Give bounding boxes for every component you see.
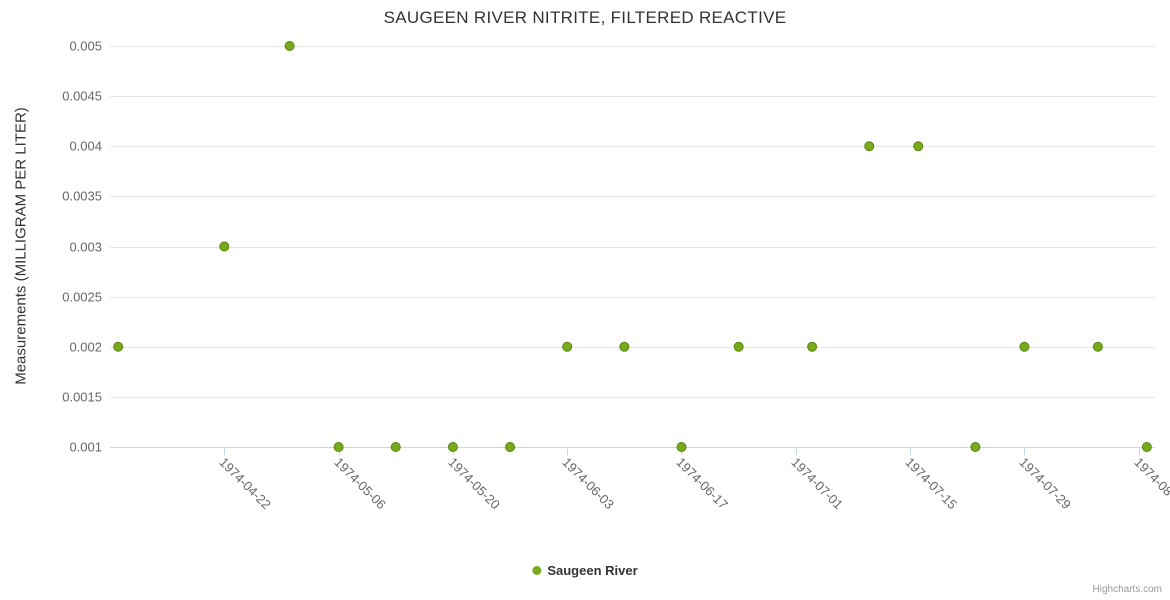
data-point[interactable] bbox=[1141, 442, 1152, 452]
data-point[interactable] bbox=[333, 442, 344, 452]
y-axis-tick-label: 0.0015 bbox=[62, 390, 102, 405]
data-point[interactable] bbox=[562, 341, 573, 352]
legend-label: Saugeen River bbox=[547, 563, 638, 578]
x-axis-tick-label: 1974-07-15 bbox=[902, 455, 960, 513]
x-axis-tick-label: 1974-06-03 bbox=[559, 455, 617, 513]
data-point[interactable] bbox=[505, 442, 516, 452]
x-axis-tick-label: 1974-05-06 bbox=[331, 455, 389, 513]
data-point[interactable] bbox=[913, 141, 924, 152]
legend-marker-icon bbox=[532, 566, 542, 575]
x-axis-tick-label: 1974-07-29 bbox=[1016, 455, 1074, 513]
x-axis-tick-label: 1974-04-22 bbox=[216, 455, 274, 513]
y-axis-tick-label: 0.002 bbox=[69, 340, 102, 355]
data-point[interactable] bbox=[807, 341, 818, 352]
data-point[interactable] bbox=[676, 442, 687, 452]
data-point[interactable] bbox=[390, 442, 401, 452]
data-point[interactable] bbox=[1092, 341, 1103, 352]
highcharts-credits-link[interactable]: Highcharts.com bbox=[1092, 584, 1162, 595]
data-point[interactable] bbox=[284, 41, 295, 51]
data-point[interactable] bbox=[733, 341, 744, 352]
x-axis-tick-label: 1974-08-12 bbox=[1131, 455, 1170, 513]
data-point[interactable] bbox=[864, 141, 875, 152]
data-point[interactable] bbox=[219, 241, 230, 252]
y-axis-tick-label: 0.001 bbox=[69, 440, 102, 455]
data-point[interactable] bbox=[970, 442, 981, 452]
y-axis-tick-label: 0.0035 bbox=[62, 189, 102, 204]
x-axis-tick-label: 1974-05-20 bbox=[445, 455, 503, 513]
y-axis-tick-label: 0.005 bbox=[69, 39, 102, 54]
data-point[interactable] bbox=[1019, 341, 1030, 352]
y-axis-tick-label: 0.004 bbox=[69, 139, 102, 154]
legend-item-saugeen-river[interactable]: Saugeen River bbox=[532, 563, 638, 578]
data-point[interactable] bbox=[447, 442, 458, 452]
y-axis-tick-label: 0.003 bbox=[69, 240, 102, 255]
x-axis-tick-label: 1974-06-17 bbox=[673, 455, 731, 513]
data-point[interactable] bbox=[619, 341, 630, 352]
chart-title: SAUGEEN RIVER NITRITE, FILTERED REACTIVE bbox=[383, 8, 787, 27]
data-point[interactable] bbox=[113, 341, 124, 352]
y-axis-tick-label: 0.0045 bbox=[62, 89, 102, 104]
x-axis-tick-label: 1974-07-01 bbox=[788, 455, 846, 513]
y-axis-tick-label: 0.0025 bbox=[62, 290, 102, 305]
